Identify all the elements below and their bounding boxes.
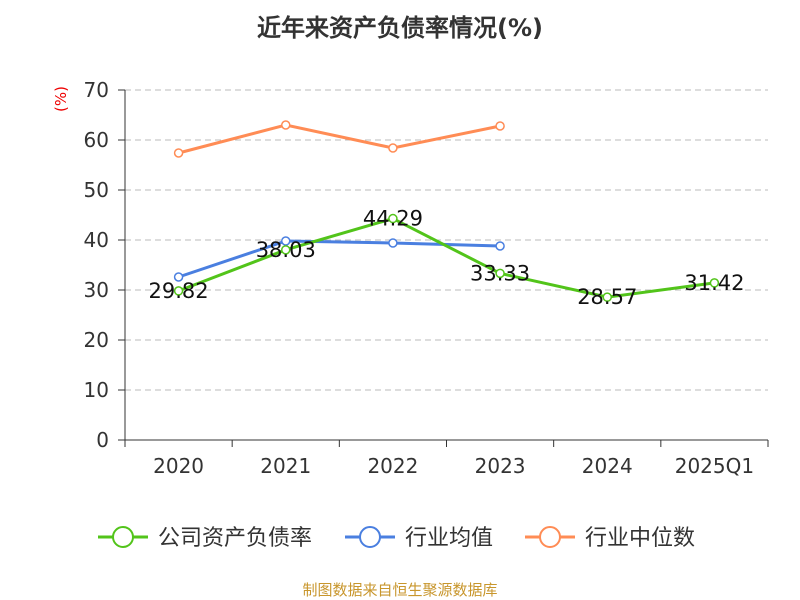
data-point: [173, 286, 184, 296]
data-point: [495, 268, 505, 279]
data-point: [281, 120, 291, 130]
y-tick-label: 40: [84, 228, 109, 252]
data-point: [173, 148, 184, 158]
x-tick-label: 2021: [260, 454, 311, 478]
x-tick-label: 2022: [367, 454, 418, 478]
source-footer: 制图数据来自恒生聚源数据库: [302, 581, 498, 599]
data-label: 44.29: [363, 207, 423, 231]
y-tick-label: 70: [84, 78, 109, 102]
data-point: [388, 143, 398, 153]
legend-marker: [359, 526, 381, 548]
data-label: 33.33: [470, 261, 530, 285]
y-tick-label: 10: [84, 378, 109, 402]
y-tick-label: 20: [84, 328, 109, 352]
legend-label: 公司资产负债率: [158, 526, 312, 551]
x-tick-label: 2025Q1: [675, 454, 754, 478]
legend-label: 行业中位数: [585, 526, 695, 551]
y-tick-label: 50: [84, 178, 109, 202]
y-tick-label: 60: [84, 128, 109, 152]
data-point: [709, 278, 720, 288]
data-label: 28.57: [577, 285, 637, 309]
y-tick-label: 30: [84, 278, 109, 302]
data-label: 38.03: [256, 238, 316, 262]
legend-label: 行业均值: [405, 526, 493, 551]
data-point: [495, 121, 505, 131]
y-tick-label: 0: [96, 428, 109, 452]
data-point: [173, 272, 184, 282]
chart-title: 近年来资产负债率情况(%): [257, 14, 543, 42]
data-point: [602, 292, 612, 302]
data-point: [388, 213, 398, 224]
data-point: [388, 238, 398, 248]
data-point: [281, 236, 291, 246]
series-line-1: [178, 216, 715, 299]
x-tick-label: 2023: [475, 454, 526, 478]
data-point: [281, 245, 291, 255]
x-tick-label: 2020: [153, 454, 204, 478]
data-label: 29.82: [149, 279, 209, 303]
x-tick-label: 2024: [582, 454, 633, 478]
data-point: [495, 241, 505, 251]
legend-marker: [539, 526, 561, 548]
series-line-3: [178, 123, 501, 155]
legend-marker: [112, 526, 134, 548]
data-label: 31.42: [684, 271, 744, 295]
